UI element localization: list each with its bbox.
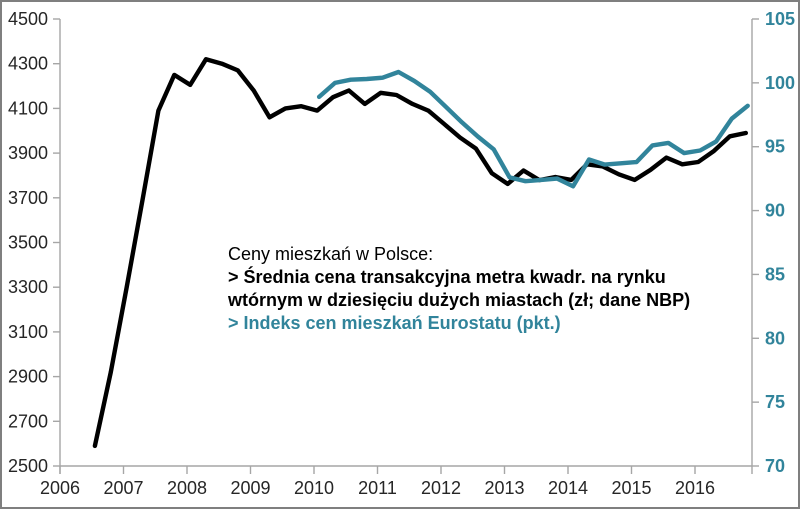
x-axis-label: 2016 (675, 478, 715, 498)
y-right-axis-label: 95 (765, 137, 785, 157)
y-left-axis-label: 2500 (8, 456, 48, 476)
y-right-axis-label: 105 (765, 9, 795, 29)
y-right-axis-label: 85 (765, 264, 785, 284)
annotation-eurostat-series: > Indeks cen mieszkań Eurostatu (pkt.) (228, 313, 561, 333)
y-left-axis-label: 3700 (8, 188, 48, 208)
annotation-nbp-series-line2: wtórnym w dziesięciu dużych miastach (zł… (228, 290, 691, 310)
chart-annotation: Ceny mieszkań w Polsce: > Średnia cena t… (228, 243, 690, 335)
y-right-axis-label: 90 (765, 201, 785, 221)
y-left-axis-label: 2700 (8, 411, 48, 431)
x-axis-label: 2006 (40, 478, 80, 498)
y-right-axis-label: 100 (765, 73, 795, 93)
annotation-nbp-series-line1: > Średnia cena transakcyjna metra kwadr.… (228, 267, 666, 287)
x-axis-label: 2012 (421, 478, 461, 498)
annotation-title: Ceny mieszkań w Polsce: (228, 244, 434, 264)
x-axis-label: 2011 (358, 478, 397, 498)
y-left-axis-label: 4100 (8, 98, 48, 118)
y-left-axis-label: 3300 (8, 277, 48, 297)
y-left-axis-label: 3100 (8, 322, 48, 342)
y-left-axis-label: 4300 (8, 54, 48, 74)
y-left-axis-label: 4500 (8, 9, 48, 29)
y-right-axis-label: 80 (765, 328, 785, 348)
nbp-price-series-line (92, 57, 748, 449)
x-axis-label: 2015 (611, 478, 651, 498)
x-axis-label: 2009 (230, 478, 270, 498)
x-axis-label: 2014 (548, 478, 588, 498)
x-axis-label: 2010 (294, 478, 334, 498)
y-right-axis-label: 70 (765, 456, 785, 476)
y-right-axis-label: 75 (765, 392, 785, 412)
y-left-axis-label: 3900 (8, 143, 48, 163)
y-left-axis-label: 3500 (8, 233, 48, 253)
eurostat-index-series-line (316, 69, 750, 189)
x-axis-label: 2013 (484, 478, 524, 498)
y-left-axis-label: 2900 (8, 367, 48, 387)
x-axis-label: 2008 (167, 478, 207, 498)
x-axis-label: 2007 (103, 478, 143, 498)
